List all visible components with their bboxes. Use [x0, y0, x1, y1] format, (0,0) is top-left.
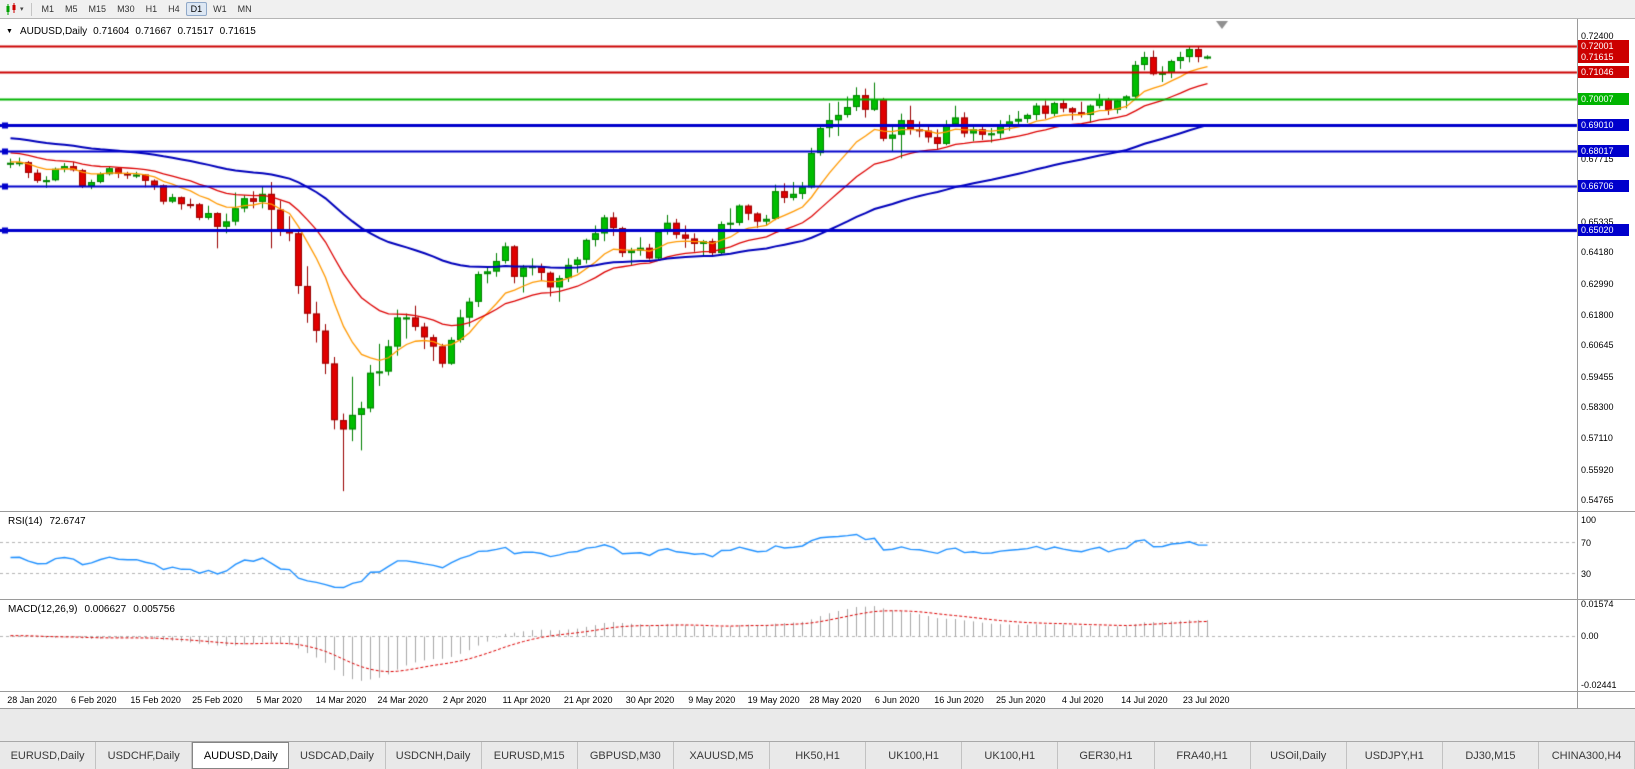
timeframe-button-m15[interactable]: M15	[88, 4, 107, 14]
chart-tab-usoil-daily-13[interactable]: USOil,Daily	[1250, 742, 1347, 769]
chart-tab-fra40-h1-12[interactable]: FRA40,H1	[1154, 742, 1251, 769]
chart-tab-usdjpy-h1-14[interactable]: USDJPY,H1	[1346, 742, 1443, 769]
timeframe-button-group: M1 M5 M15 M30 H1 H4 D1 W1 MN	[37, 2, 257, 16]
timeframe-button-h1[interactable]: H1	[145, 4, 158, 14]
chart-tab-dj30-m15-15[interactable]: DJ30,M15	[1442, 742, 1539, 769]
window-background-strip	[0, 709, 1635, 741]
chart-tab-eurusd-daily-0[interactable]: EURUSD,Daily	[0, 742, 97, 769]
chart-tab-hk50-h1-8[interactable]: HK50,H1	[770, 742, 867, 769]
chart-type-dropdown-caret[interactable]: ▾	[20, 6, 24, 13]
timeframe-button-m1[interactable]: M1	[41, 4, 55, 14]
chart-tab-uk100-h1-10[interactable]: UK100,H1	[962, 742, 1059, 769]
timeframe-button-m30[interactable]: M30	[117, 4, 135, 14]
chart-tab-china300-h4-16[interactable]: CHINA300,H4	[1539, 742, 1635, 769]
chart-tab-ger30-h1-11[interactable]: GER30,H1	[1058, 742, 1155, 769]
toolbar-separator	[30, 2, 32, 16]
timeframe-button-w1[interactable]: W1	[213, 4, 227, 14]
chart-tab-usdcnh-daily-4[interactable]: USDCNH,Daily	[385, 742, 482, 769]
timeframe-button-d1[interactable]: D1	[185, 2, 208, 16]
candlestick-glyph	[6, 2, 16, 15]
chart-tab-usdcad-daily-3[interactable]: USDCAD,Daily	[289, 742, 386, 769]
chart-tabs-bar: EURUSD,Daily USDCHF,Daily AUDUSD,Daily USDC…	[0, 741, 1635, 769]
chart-tab-audusd-daily-2[interactable]: AUDUSD,Daily	[192, 742, 290, 769]
timeframe-button-m5[interactable]: M5	[65, 4, 78, 14]
chart-tab-xauusd-m5-7[interactable]: XAUUSD,M5	[673, 742, 770, 769]
chart-type-icon[interactable]: ▾	[3, 2, 26, 16]
toolbar: ▾ M1 M5 M15 M30 H1 H4 D1 W1 MN	[0, 0, 1635, 19]
chart-tab-uk100-h1-9[interactable]: UK100,H1	[866, 742, 963, 769]
timeframe-button-h4[interactable]: H4	[168, 4, 180, 14]
chart-tab-gbpusd-m30-6[interactable]: GBPUSD,M30	[577, 742, 674, 769]
timeframe-button-mn[interactable]: MN	[237, 4, 252, 14]
chart-tab-eurusd-m15-5[interactable]: EURUSD,M15	[481, 742, 578, 769]
chart-tab-usdchf-daily-1[interactable]: USDCHF,Daily	[96, 742, 193, 769]
